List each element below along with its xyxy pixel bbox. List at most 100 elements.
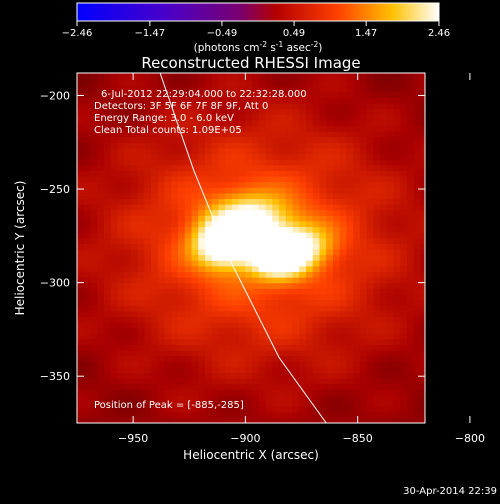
heatmap-cell	[285, 411, 294, 418]
heatmap-cell	[144, 271, 152, 278]
heatmap-cell	[252, 164, 260, 171]
heatmap-cell	[245, 175, 253, 183]
heatmap-cell	[178, 243, 186, 250]
heatmap-cell	[218, 277, 226, 284]
heatmap-cell	[386, 355, 395, 362]
heatmap-cell	[211, 97, 220, 104]
heatmap-cell	[77, 333, 85, 340]
heatmap-cell	[110, 119, 119, 127]
heatmap-cell	[211, 361, 220, 368]
heatmap-cell	[386, 237, 395, 244]
heatmap-cell	[231, 361, 240, 368]
heatmap-cell	[326, 271, 334, 278]
heatmap-cell	[110, 86, 119, 93]
heatmap-cell	[83, 411, 92, 418]
heatmap-cell	[238, 305, 246, 312]
heatmap-cell	[380, 159, 388, 166]
heatmap-cell	[184, 321, 193, 329]
heatmap-cell	[265, 355, 273, 362]
heatmap-cell	[117, 344, 125, 351]
heatmap-cell	[225, 80, 233, 87]
heatmap-cell	[258, 394, 267, 402]
heatmap-cell	[184, 355, 193, 362]
heatmap-cell	[272, 159, 280, 166]
heatmap-cell	[137, 125, 145, 132]
heatmap-cell	[306, 125, 314, 132]
heatmap-cell	[124, 383, 132, 390]
heatmap-cell	[373, 181, 381, 188]
heatmap-cell	[420, 411, 425, 418]
heatmap-cell	[137, 389, 145, 396]
heatmap-cell	[326, 114, 334, 121]
heatmap-cell	[420, 192, 425, 200]
heatmap-cell	[393, 108, 401, 115]
heatmap-cell	[407, 243, 415, 250]
heatmap-cell	[238, 310, 246, 317]
heatmap-cell	[252, 288, 260, 295]
x-axis-label: Heliocentric X (arcsec)	[183, 448, 319, 462]
heatmap-cell	[393, 198, 401, 205]
heatmap-cell	[332, 366, 341, 374]
heatmap-cell	[151, 119, 159, 127]
heatmap-cell	[218, 316, 226, 323]
heatmap-cell	[359, 232, 368, 239]
heatmap-cell	[420, 153, 425, 160]
heatmap-cell	[252, 277, 260, 284]
heatmap-cell	[171, 192, 179, 200]
heatmap-cell	[346, 170, 354, 177]
heatmap-cell	[252, 361, 260, 368]
heatmap-cell	[420, 333, 425, 340]
heatmap-cell	[380, 125, 388, 132]
heatmap-cell	[171, 119, 179, 127]
heatmap-cell	[117, 159, 125, 166]
heatmap-cell	[204, 164, 213, 171]
heatmap-cell	[366, 114, 374, 121]
heatmap-cell	[178, 153, 186, 160]
heatmap-cell	[279, 119, 287, 127]
heatmap-cell	[353, 215, 361, 222]
heatmap-cell	[359, 355, 368, 362]
heatmap-cell	[326, 181, 334, 188]
heatmap-cell	[198, 248, 206, 256]
heatmap-cell	[380, 265, 388, 272]
heatmap-cell	[407, 114, 415, 121]
heatmap-cell	[117, 338, 125, 345]
heatmap-cell	[198, 237, 206, 244]
heatmap-cell	[238, 114, 246, 121]
heatmap-cell	[90, 394, 98, 402]
heatmap-cell	[90, 136, 98, 143]
heatmap-cell	[359, 164, 368, 171]
heatmap-cell	[231, 355, 240, 362]
heatmap-cell	[151, 204, 159, 211]
heatmap-cell	[393, 187, 401, 194]
heatmap-cell	[299, 114, 307, 121]
heatmap-cell	[238, 299, 246, 306]
heatmap-cell	[178, 338, 186, 345]
heatmap-cell	[353, 198, 361, 205]
heatmap-cell	[373, 394, 381, 402]
heatmap-cell	[137, 215, 145, 222]
heatmap-cell	[103, 164, 112, 171]
heatmap-cell	[359, 299, 368, 306]
heatmap-cell	[359, 338, 368, 345]
heatmap-cell	[407, 153, 415, 160]
heatmap-cell	[110, 282, 119, 289]
heatmap-cell	[299, 355, 307, 362]
heatmap-cell	[366, 417, 374, 423]
x-tick-label: −800	[455, 432, 485, 445]
heatmap-cell	[413, 204, 422, 211]
heatmap-cell	[103, 254, 112, 261]
heatmap-cell	[252, 372, 260, 379]
heatmap-cell	[218, 366, 226, 374]
heatmap-cell	[184, 232, 193, 239]
heatmap-cell	[252, 254, 260, 261]
heatmap-cell	[77, 131, 85, 138]
heatmap-cell	[407, 265, 415, 272]
heatmap-cell	[90, 181, 98, 188]
heatmap-cell	[157, 411, 166, 418]
heatmap-cell	[90, 327, 98, 334]
y-axis: −200−250−300−350	[40, 89, 425, 383]
heatmap-cell	[413, 192, 422, 200]
heatmap-cell	[386, 86, 395, 93]
heatmap-cell	[124, 175, 132, 183]
